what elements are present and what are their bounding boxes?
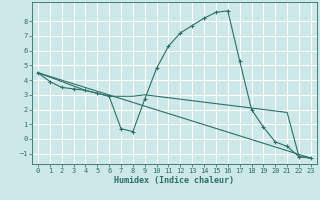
X-axis label: Humidex (Indice chaleur): Humidex (Indice chaleur) bbox=[115, 176, 234, 185]
